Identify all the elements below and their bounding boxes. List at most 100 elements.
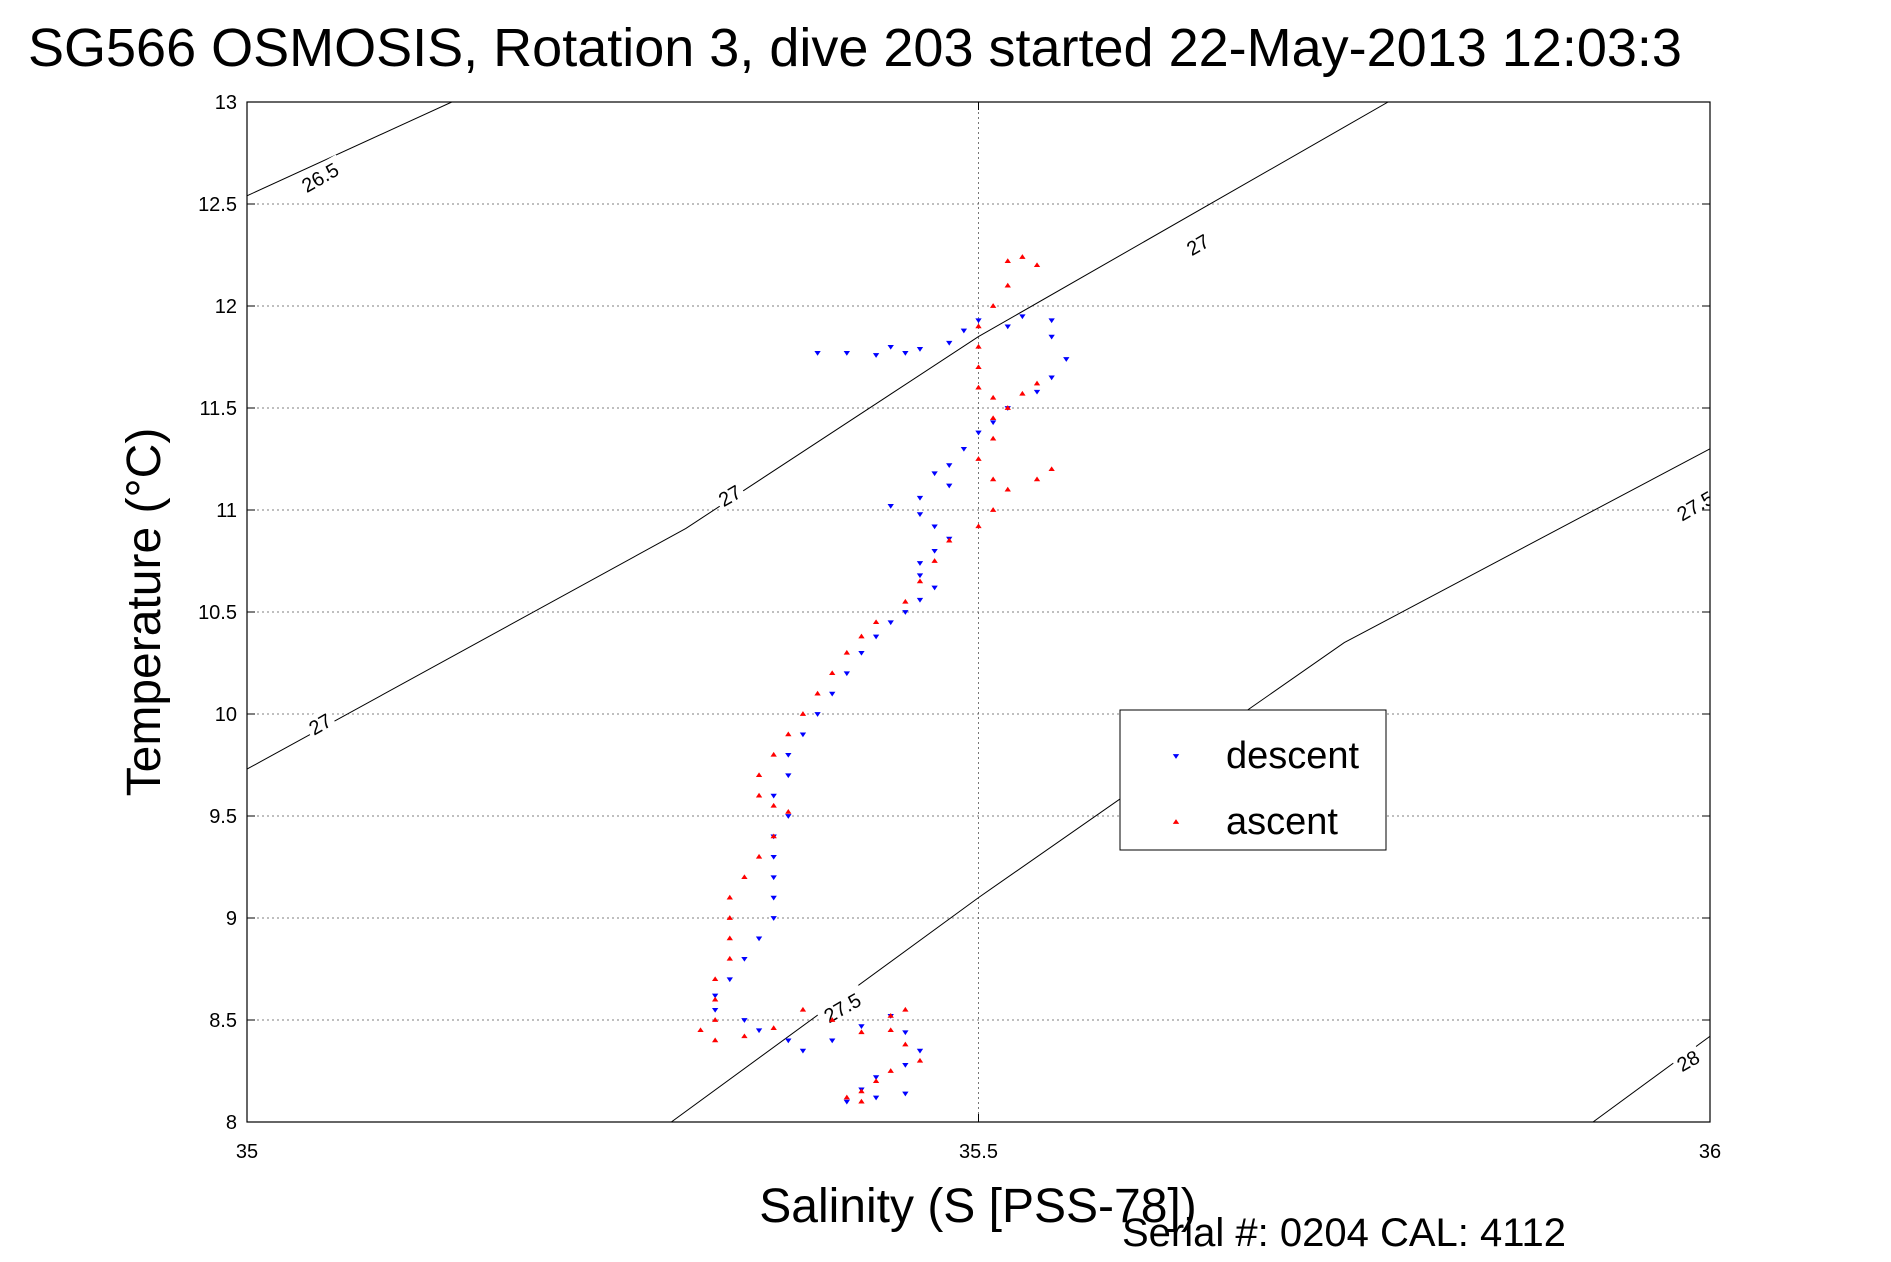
ascent-point	[902, 1041, 909, 1047]
contour-line	[247, 102, 453, 197]
x-axis-label: Salinity (S [PSS-78])	[759, 1180, 1196, 1233]
descent-point	[829, 691, 836, 697]
descent-point	[829, 1038, 836, 1044]
legend: descent ascent	[1119, 709, 1387, 851]
descent-point	[770, 895, 777, 901]
descent-point	[843, 351, 850, 356]
y-tick-label: 10	[215, 704, 237, 726]
ascent-point	[989, 415, 997, 421]
ascent-point	[989, 507, 997, 512]
x-tick-label: 36	[1699, 1141, 1721, 1163]
ascent-point	[989, 303, 997, 308]
ascent-point	[858, 633, 865, 639]
descent-point	[916, 573, 924, 579]
chart-title: SG566 OSMOSIS, Rotation 3, dive 203 star…	[28, 18, 1682, 78]
ascent-point	[726, 955, 733, 961]
axis-ticks: 35 35.5 36 8 8.5 9 9.5 10 10.5 11 11.5 12 12.5 13	[198, 92, 1721, 1163]
descent-point	[1048, 318, 1055, 324]
ascent-point	[755, 853, 763, 859]
ascent-point	[785, 731, 792, 737]
descent-point	[843, 671, 850, 677]
descent-point	[960, 446, 968, 452]
descent-point	[1019, 314, 1026, 320]
ascent-point	[1004, 282, 1011, 288]
ascent-point	[711, 996, 719, 1002]
ascent-point	[726, 915, 733, 920]
ascent-point	[711, 1037, 719, 1043]
ascent-point	[697, 1027, 704, 1033]
ascent-point	[916, 1057, 924, 1063]
ascent-point	[1004, 486, 1011, 492]
y-tick-label: 12	[215, 296, 237, 318]
descent-point	[989, 420, 997, 426]
ascent-point	[989, 476, 997, 482]
contour-label-bg	[711, 478, 747, 512]
x-tick-label: 35	[236, 1141, 258, 1163]
ascent-point	[916, 578, 924, 584]
ascent-point	[872, 619, 880, 625]
ascent-point	[726, 894, 733, 900]
descent-point	[916, 561, 924, 566]
descent-point	[872, 1075, 880, 1081]
descent-point	[1048, 375, 1055, 381]
ascent-point	[843, 649, 850, 655]
ascent-point	[989, 394, 997, 400]
ascent-point	[931, 558, 938, 563]
descent-point	[960, 328, 968, 334]
ascent-point	[975, 523, 982, 529]
descent-point	[770, 875, 777, 881]
descent-point	[931, 548, 938, 554]
descent-point	[931, 585, 938, 591]
ascent-point	[770, 751, 777, 757]
contour-label-bg	[1669, 1043, 1706, 1077]
descent-point	[916, 1048, 924, 1054]
ascent-point	[741, 1033, 748, 1039]
descent-point	[814, 712, 821, 717]
ascent-point	[858, 1098, 865, 1104]
ascent-point	[726, 935, 733, 941]
ascent-point	[711, 1017, 719, 1022]
y-tick-label: 8.5	[209, 1010, 237, 1032]
descent-point	[887, 504, 894, 509]
legend-descent-label: descent	[1226, 735, 1360, 777]
descent-point	[946, 340, 953, 346]
contour-label-bg	[814, 984, 870, 1029]
descent-point	[902, 610, 909, 615]
ascent-point	[799, 711, 807, 716]
ascent-point	[975, 323, 982, 329]
descent-point	[785, 752, 792, 758]
descent-point	[799, 732, 807, 738]
ascent-point	[902, 598, 909, 604]
contour-line	[247, 102, 1389, 770]
ascent-point	[975, 456, 982, 461]
descent-point	[916, 597, 924, 603]
ascent-point	[975, 384, 982, 390]
ascent-point	[858, 1029, 865, 1035]
ascent-point	[946, 537, 953, 543]
x-tick-label: 35.5	[959, 1141, 998, 1163]
descent-point	[755, 1028, 763, 1034]
descent-point	[799, 1048, 807, 1054]
descent-point	[975, 430, 982, 436]
ascent-point	[711, 976, 719, 982]
ascent-point	[770, 833, 777, 839]
ascent-point	[770, 1025, 777, 1031]
contour-label-bg	[292, 154, 347, 199]
descent-point	[916, 346, 924, 352]
descent-point	[858, 1024, 865, 1030]
ascent-point	[785, 809, 792, 814]
contour-label-bg	[301, 706, 338, 740]
descent-point	[711, 993, 719, 999]
ascent-point	[755, 772, 763, 778]
ascent-point	[872, 1078, 880, 1084]
descent-point	[814, 351, 821, 356]
descent-point	[902, 1063, 909, 1068]
descent-point	[931, 524, 938, 530]
descent-point	[1063, 357, 1070, 362]
ascent-point	[829, 1017, 836, 1022]
descent-point	[1004, 324, 1011, 330]
descent-point	[785, 1038, 792, 1044]
legend-box	[1119, 709, 1387, 851]
